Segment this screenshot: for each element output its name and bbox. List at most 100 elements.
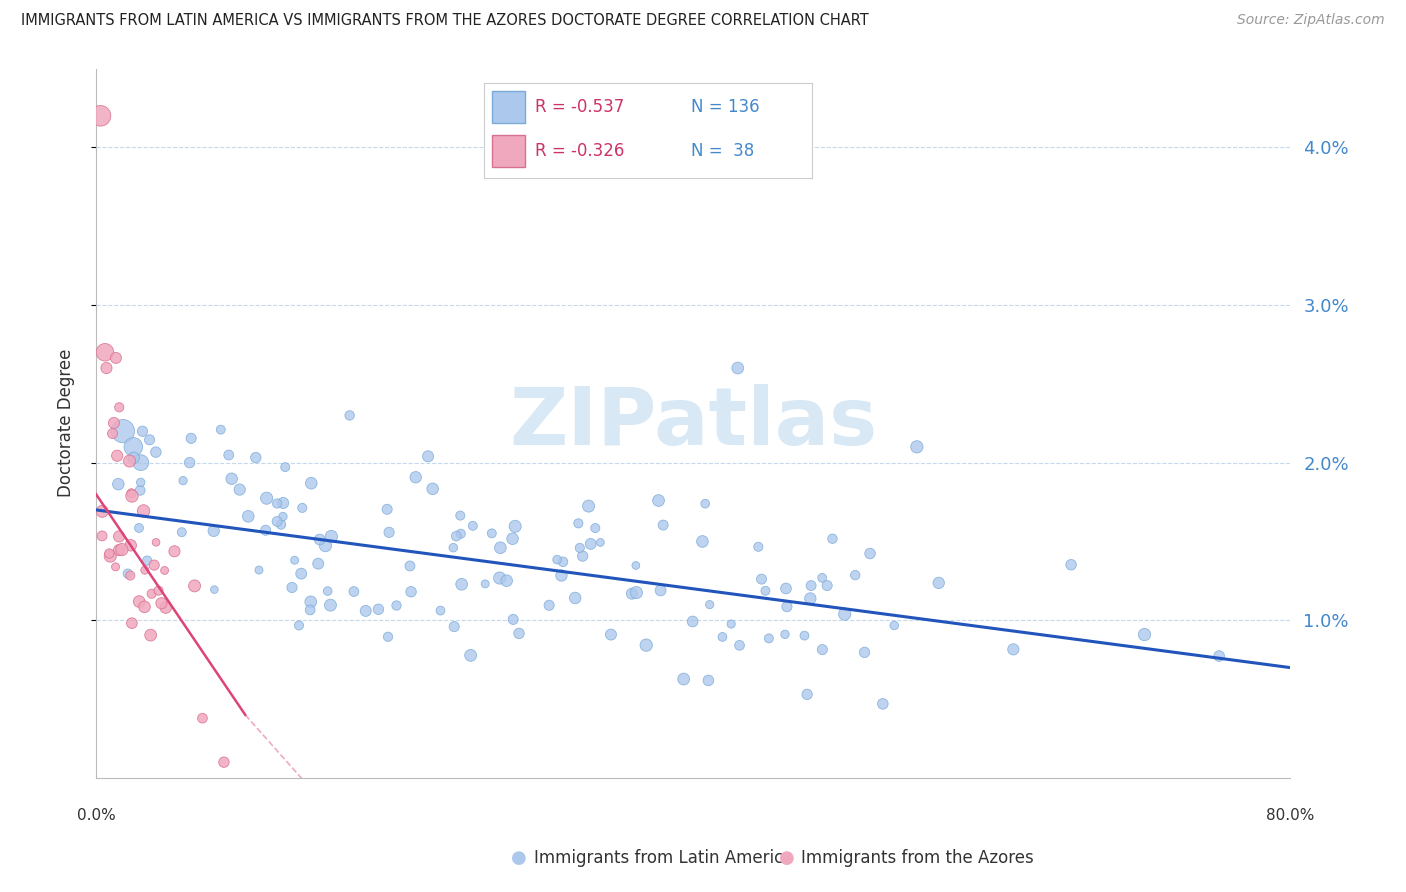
- Point: [775, 582, 797, 596]
- Point: [853, 645, 876, 659]
- Point: [872, 697, 894, 711]
- Point: [314, 539, 336, 553]
- Point: [281, 581, 304, 595]
- Text: 80.0%: 80.0%: [1265, 808, 1315, 823]
- Point: [111, 424, 134, 438]
- Point: [122, 450, 145, 465]
- Point: [308, 533, 330, 547]
- Point: [117, 566, 139, 581]
- Point: [450, 526, 472, 541]
- Point: [139, 628, 162, 642]
- Point: [343, 584, 366, 599]
- Point: [811, 571, 834, 585]
- Point: [271, 496, 294, 510]
- Point: [141, 587, 163, 601]
- Point: [1002, 642, 1025, 657]
- Point: [461, 518, 484, 533]
- Point: [441, 541, 464, 555]
- Point: [796, 687, 818, 701]
- Point: [367, 602, 389, 616]
- Point: [299, 595, 322, 609]
- Point: [697, 673, 720, 688]
- Point: [172, 474, 194, 488]
- Point: [122, 440, 145, 454]
- Point: [449, 508, 471, 523]
- Point: [163, 544, 186, 558]
- Point: [571, 549, 593, 563]
- Point: [728, 638, 751, 652]
- Point: [1133, 627, 1156, 641]
- Point: [652, 518, 675, 533]
- Point: [692, 534, 714, 549]
- Point: [91, 529, 114, 543]
- Point: [339, 409, 361, 423]
- Point: [550, 568, 572, 582]
- Point: [773, 627, 796, 641]
- Point: [489, 541, 512, 555]
- Point: [720, 617, 742, 632]
- Point: [583, 521, 606, 535]
- Point: [319, 598, 342, 612]
- Point: [209, 423, 232, 437]
- Point: [821, 532, 844, 546]
- Point: [212, 755, 235, 769]
- Point: [378, 525, 401, 540]
- Point: [1208, 648, 1230, 663]
- Point: [105, 449, 128, 463]
- Point: [754, 583, 776, 598]
- Text: Source: ZipAtlas.com: Source: ZipAtlas.com: [1237, 13, 1385, 28]
- Point: [844, 568, 866, 582]
- Point: [375, 502, 398, 516]
- Point: [89, 109, 111, 123]
- Point: [502, 532, 524, 546]
- Point: [793, 629, 815, 643]
- Point: [751, 572, 773, 586]
- Point: [291, 500, 314, 515]
- Point: [928, 575, 950, 590]
- Point: [747, 540, 769, 554]
- Point: [579, 537, 602, 551]
- Point: [727, 361, 749, 376]
- Point: [450, 577, 472, 591]
- Point: [672, 672, 695, 686]
- Text: ZIPatlas: ZIPatlas: [509, 384, 877, 462]
- Point: [245, 450, 267, 465]
- Point: [107, 477, 129, 491]
- Point: [776, 599, 799, 614]
- Point: [129, 475, 152, 490]
- Point: [299, 476, 322, 491]
- Point: [422, 482, 444, 496]
- Point: [153, 564, 176, 578]
- Point: [98, 549, 121, 563]
- Point: [626, 585, 648, 599]
- Point: [695, 497, 717, 511]
- Point: [128, 521, 150, 535]
- Point: [202, 582, 225, 597]
- Point: [145, 535, 167, 549]
- Point: [316, 584, 339, 599]
- Point: [495, 574, 517, 588]
- Point: [121, 616, 143, 631]
- Point: [129, 483, 152, 498]
- Point: [600, 627, 623, 641]
- Point: [256, 491, 278, 506]
- Point: [183, 579, 205, 593]
- Point: [271, 509, 294, 524]
- Point: [120, 486, 142, 500]
- Text: Immigrants from the Azores: Immigrants from the Azores: [801, 849, 1035, 867]
- Point: [111, 542, 134, 557]
- Point: [266, 496, 288, 510]
- Text: 0.0%: 0.0%: [77, 808, 115, 823]
- Text: IMMIGRANTS FROM LATIN AMERICA VS IMMIGRANTS FROM THE AZORES DOCTORATE DEGREE COR: IMMIGRANTS FROM LATIN AMERICA VS IMMIGRA…: [21, 13, 869, 29]
- Point: [650, 583, 672, 598]
- Point: [290, 566, 312, 581]
- Point: [103, 416, 125, 430]
- Point: [624, 558, 647, 573]
- Point: [129, 456, 152, 470]
- Point: [405, 470, 427, 484]
- Point: [288, 618, 311, 632]
- Point: [503, 519, 526, 533]
- Point: [254, 523, 277, 537]
- Point: [564, 591, 586, 605]
- Point: [284, 553, 307, 567]
